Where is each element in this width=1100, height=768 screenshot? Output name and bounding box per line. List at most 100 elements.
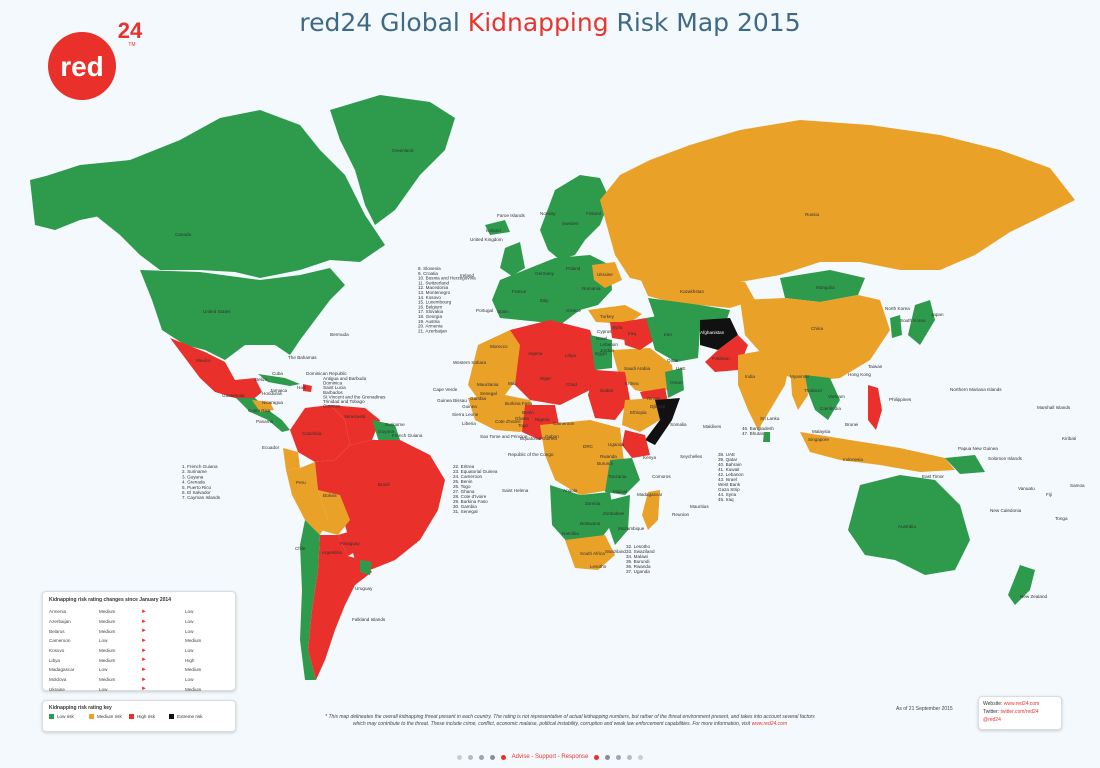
label-malaysia: Malaysia (812, 429, 831, 434)
region-sudan (588, 370, 630, 420)
twitter-link[interactable]: twitter.com/red24 (1000, 709, 1039, 715)
numbered-list-entry: 5. Puerto Rico (182, 485, 212, 490)
numbered-list-entry: 45. Iraq (718, 497, 734, 502)
numbered-list-entry: 31. Senegal (453, 509, 478, 514)
changes-cell-to: Medium (185, 667, 202, 673)
changes-cell-from: Low (99, 667, 108, 673)
label-madagascar: Madagascar (637, 492, 663, 497)
region-iceland (485, 220, 510, 235)
changes-row: Azerbaijan Medium ► Low (49, 617, 225, 627)
label-greenland: Greenland (392, 148, 414, 153)
contact-panel: Website: www.red24.com Twitter: twitter.… (978, 696, 1062, 730)
key-swatch (49, 714, 54, 719)
rating-changes-panel: Kidnapping risk rating changes since Jan… (42, 591, 236, 694)
label-afghanistan: Afghanistan (700, 330, 725, 335)
changes-row: Belarus Medium ► Low (49, 626, 225, 636)
numbered-list-entry: 39. Qatar (718, 457, 738, 462)
numbered-list-entry: 11. Switzerland (418, 280, 450, 285)
label-chile: Chile (295, 546, 306, 551)
numbered-list-entry: 27. Ghana (453, 489, 475, 494)
label-mongolia: Mongolia (816, 285, 835, 290)
numbered-list-entry: 26. Togo (453, 484, 471, 489)
label-paraguay: Paraguay (340, 541, 360, 546)
changes-cell-arrow: ► (141, 637, 147, 644)
region-canada (40, 110, 385, 278)
region-argentina (308, 535, 372, 680)
label-sudan: Sudan (600, 388, 614, 393)
changes-cell-arrow: ► (141, 657, 147, 664)
label-honduras: Honduras (262, 391, 283, 396)
label-mauritania: Mauritania (477, 382, 499, 387)
numbered-list-entry: 24. Cameroon (453, 474, 483, 479)
red24-logo: red 24 TM (48, 18, 143, 100)
label-eritrea: Eritrea (625, 381, 639, 386)
region-paraguay (338, 530, 362, 556)
changes-cell-country: Moldova (49, 677, 67, 683)
changes-cell-from: Medium (99, 628, 116, 634)
changes-cell-to: Low (185, 677, 194, 683)
label-sri-lanka: Sri Lanka (760, 416, 780, 421)
changes-cell-country: Kosovo (49, 648, 65, 654)
label-swaziland: Swaziland (605, 549, 626, 554)
label-turkey: Turkey (600, 314, 615, 319)
label-zambia: Zambia (585, 501, 601, 506)
disclaimer-line1: * This map delineates the overall kidnap… (325, 714, 815, 720)
label-drc: DRC (583, 444, 594, 449)
changes-cell-arrow: ► (141, 608, 147, 615)
footer-dot (627, 754, 633, 760)
label-haiti: Haiti (297, 385, 306, 390)
changes-cell-to: Low (185, 628, 194, 634)
region-uruguay (360, 560, 372, 575)
label-chad: Chad (566, 382, 577, 387)
changes-cell-to: Medium (185, 638, 202, 644)
region-uk (500, 242, 525, 276)
changes-cell-from: Medium (99, 677, 116, 683)
numbered-list-entry: 9. Croatia (418, 271, 438, 276)
numbered-list-entry: Antigua and Barbuda (323, 376, 367, 381)
changes-cell-from: Low (99, 638, 108, 644)
disclaimer-url[interactable]: www.red24.com (751, 721, 788, 727)
twitter-row: Twitter: twitter.com/red24 (983, 708, 1057, 716)
numbered-list-entry: 28. Cote d'Ivoire (453, 494, 487, 499)
region-korea (890, 315, 902, 338)
label-portugal: Portugal (476, 308, 493, 313)
changes-row: Cameroon Low ► Medium (49, 636, 225, 646)
label-pakistan: Pakistan (712, 356, 730, 361)
numbered-list-entry: 35. Burundi (626, 559, 650, 564)
page-title: red24 Global Kidnapping Risk Map 2015 (0, 8, 1100, 37)
region-kazakhstan (640, 278, 755, 308)
numbered-list-entry: 33. Swaziland (626, 549, 655, 554)
region-saudi (612, 348, 675, 395)
label-russia: Russia (805, 212, 819, 217)
changes-cell-arrow: ► (141, 618, 147, 625)
label-maldives: Maldives (703, 424, 722, 429)
numbered-list-entry: 22. Eritrea (453, 464, 475, 469)
label-mali: Mali (508, 381, 516, 386)
region-indonesia (800, 432, 955, 472)
region-mongolia (780, 270, 865, 302)
region-iraq (622, 318, 655, 350)
numbered-list-entry: 44. Syria (718, 492, 737, 497)
disclaimer: * This map delineates the overall kidnap… (270, 714, 870, 728)
region-usa (140, 268, 345, 360)
changes-cell-arrow: ► (141, 686, 147, 693)
label-rwanda: Rwanda (600, 454, 617, 459)
key-item: Low risk (49, 714, 89, 719)
region-bolivia (318, 490, 350, 535)
twitter-handle[interactable]: @red24 (983, 717, 1001, 723)
label-fiji: Fiji (1046, 492, 1052, 497)
label-saudi-arabia: Saudi Arabia (624, 366, 650, 371)
changes-cell-to: Low (185, 609, 194, 615)
numbered-list-entry: 30. Gambia (453, 504, 477, 509)
footer-dot (467, 754, 473, 760)
changes-cell-from: Medium (99, 619, 116, 625)
label-south-africa: South Africa (580, 551, 605, 556)
changes-cell-to: Medium (185, 686, 202, 692)
changes-cell-from: Low (99, 686, 108, 692)
website-link[interactable]: www.red24.com (1003, 701, 1040, 707)
numbered-list-entry: 43. Israel (718, 477, 737, 482)
label-vietnam: Vietnam (828, 394, 845, 399)
changes-table: Armenia Medium ► Low Azerbaijan Medium ► Low Bel… (49, 607, 225, 694)
numbered-list-entry: 2. Suriname (182, 469, 207, 474)
